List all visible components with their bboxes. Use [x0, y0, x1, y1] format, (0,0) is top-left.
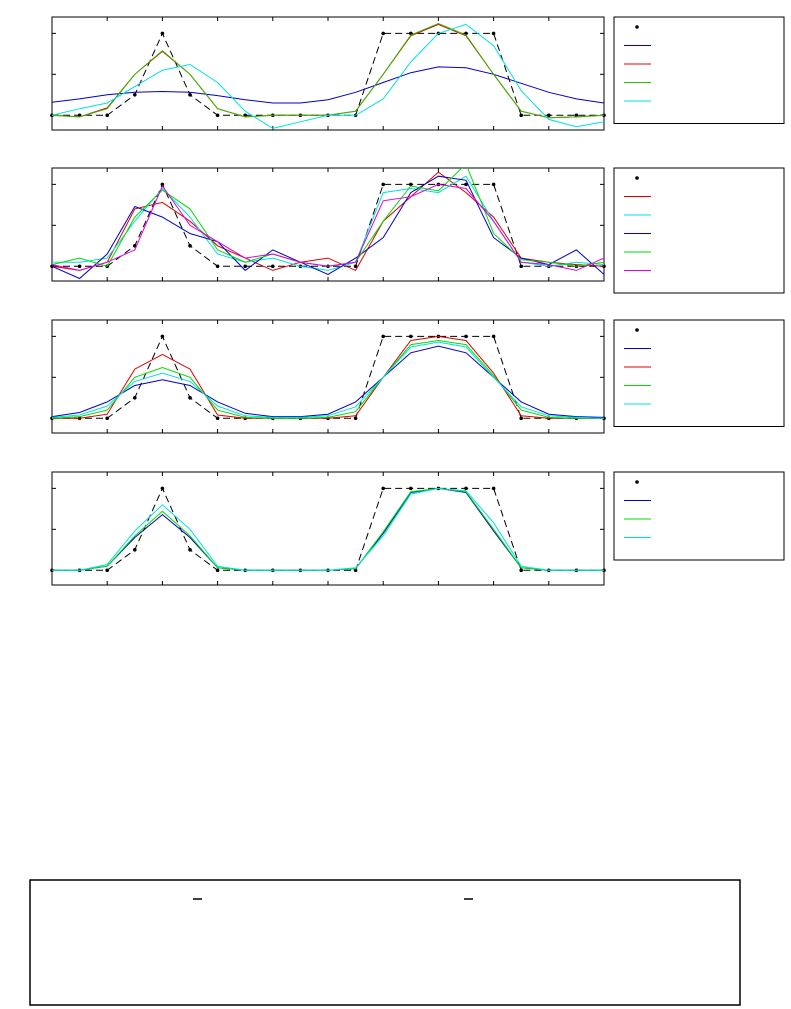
data-point: [215, 568, 220, 573]
data-point: [491, 31, 496, 36]
series-line: [52, 487, 604, 571]
data-point: [491, 486, 496, 491]
data-point: [188, 92, 192, 97]
data-point: [105, 416, 109, 421]
series-line: [52, 335, 604, 419]
data-point: [160, 486, 165, 491]
data-point: [381, 486, 386, 491]
legend-box: [613, 16, 785, 124]
series-line: [52, 487, 604, 571]
data-point: [215, 113, 220, 118]
plot-frame: [51, 16, 605, 131]
series-line: [52, 487, 604, 571]
data-point: [491, 334, 496, 339]
legend-marker: [635, 328, 639, 332]
data-point: [160, 334, 165, 339]
legend-box: [613, 471, 785, 561]
data-point: [491, 182, 496, 187]
data-point: [574, 113, 579, 118]
data-point: [464, 334, 468, 339]
data-point: [409, 486, 413, 491]
series-line: [52, 23, 604, 129]
data-point: [464, 486, 468, 491]
data-point: [409, 182, 413, 187]
series-line: [52, 66, 604, 104]
data-point: [381, 334, 386, 339]
data-point: [215, 416, 220, 421]
data-point: [519, 568, 523, 573]
legend-marker: [635, 25, 639, 29]
data-point: [271, 264, 275, 269]
data-point: [353, 264, 358, 269]
series-line: [52, 183, 604, 267]
data-point: [353, 568, 358, 573]
series-line: [52, 345, 604, 418]
data-point: [215, 264, 220, 269]
data-point: [160, 31, 165, 36]
series-line: [52, 341, 604, 419]
data-point: [381, 31, 386, 36]
data-point: [353, 416, 358, 421]
data-point: [464, 182, 468, 187]
series-line: [52, 23, 604, 119]
data-point: [547, 113, 551, 118]
data-point: [188, 547, 192, 552]
series-line: [52, 175, 604, 280]
data-point: [243, 264, 247, 269]
series-line: [52, 23, 604, 119]
plot-frame: [51, 167, 605, 282]
data-point: [133, 92, 137, 97]
legend-box: [613, 167, 785, 294]
data-point: [409, 334, 413, 339]
series-line: [52, 171, 604, 272]
data-point: [519, 113, 523, 118]
data-point: [105, 113, 109, 118]
data-point: [188, 395, 192, 400]
series-line: [52, 183, 604, 271]
data-point: [519, 416, 523, 421]
caption-box: [29, 879, 741, 1006]
legend-box: [613, 319, 785, 427]
data-point: [381, 182, 386, 187]
data-point: [77, 264, 82, 269]
series-line: [52, 339, 604, 419]
legend-marker: [635, 176, 639, 180]
legend-marker: [635, 480, 639, 484]
series-line: [52, 168, 604, 267]
data-point: [133, 395, 137, 400]
data-point: [188, 243, 192, 248]
data-point: [602, 113, 606, 118]
data-point: [519, 264, 523, 269]
series-line: [52, 175, 604, 271]
data-point: [160, 182, 165, 187]
data-point: [105, 568, 109, 573]
series-line: [52, 487, 604, 571]
data-point: [133, 547, 137, 552]
